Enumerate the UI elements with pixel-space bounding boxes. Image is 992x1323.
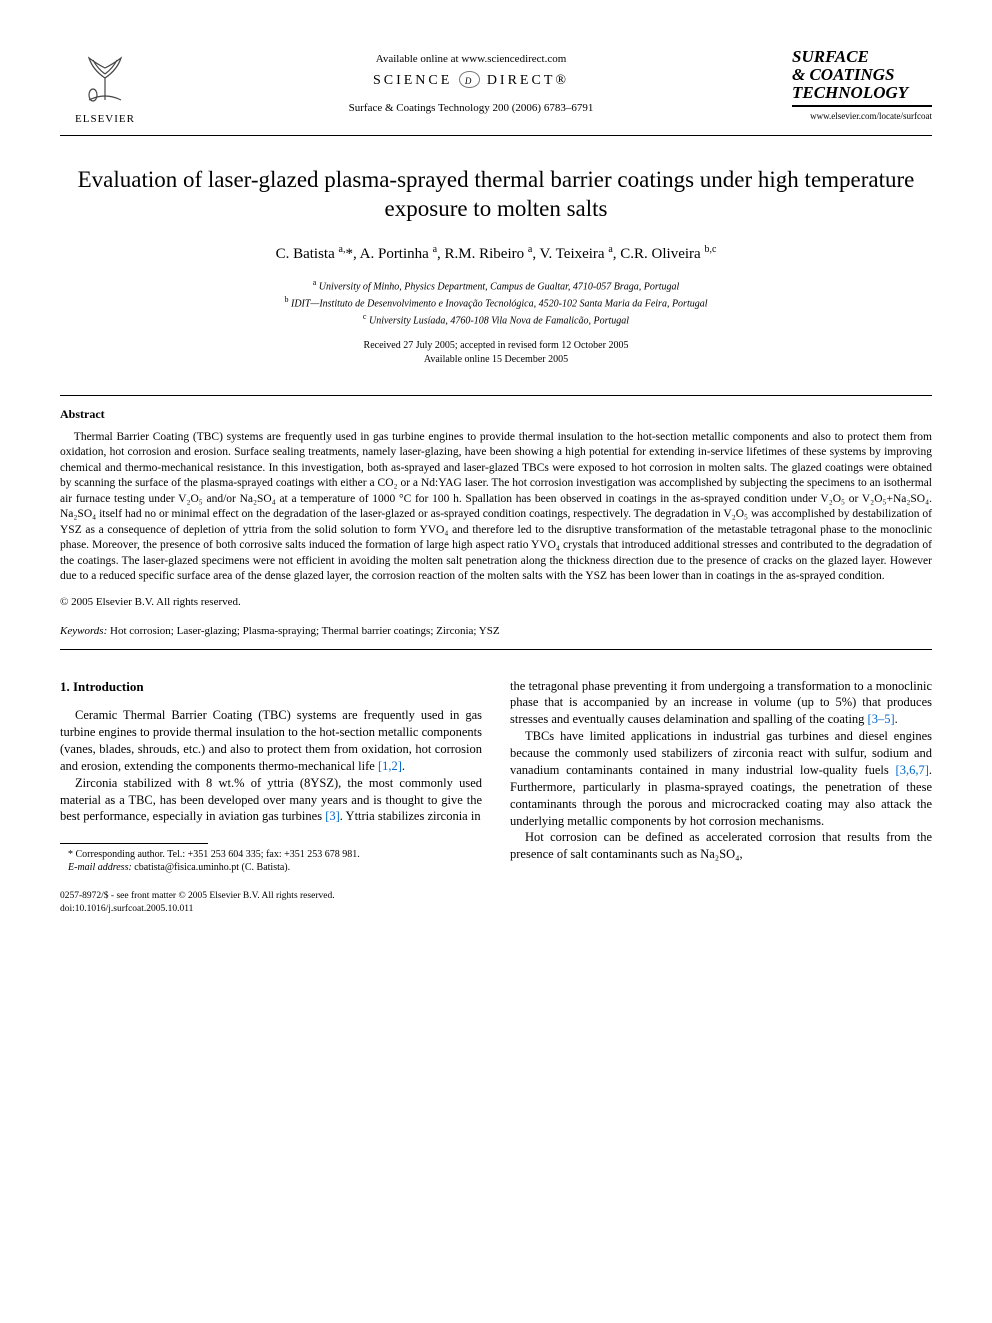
citation-1-2[interactable]: [1,2] <box>378 759 402 773</box>
journal-url: www.elsevier.com/locate/surfcoat <box>792 110 932 122</box>
journal-name-l1: SURFACE <box>792 48 932 66</box>
abstract-bottom-rule <box>60 649 932 650</box>
header-rule <box>60 135 932 136</box>
affiliation-c: c University Lusíada, 4760-108 Vila Nova… <box>60 311 932 328</box>
citation-3-6-7[interactable]: [3,6,7] <box>896 763 929 777</box>
abstract-heading: Abstract <box>60 406 932 422</box>
intro-p4: TBCs have limited applications in indust… <box>510 728 932 829</box>
citation-3[interactable]: [3] <box>325 809 340 823</box>
abstract-top-rule <box>60 395 932 396</box>
received-date: Received 27 July 2005; accepted in revis… <box>60 339 932 353</box>
sciencedirect-logo: SCIENCE d DIRECT® <box>150 71 792 91</box>
sd-word2: DIRECT® <box>487 73 569 88</box>
abstract-copyright: © 2005 Elsevier B.V. All rights reserved… <box>60 595 932 610</box>
footer-line1: 0257-8972/$ - see front matter © 2005 El… <box>60 890 482 902</box>
body-columns: 1. Introduction Ceramic Thermal Barrier … <box>60 678 932 915</box>
footnote-rule <box>60 843 208 844</box>
journal-name-l3: TECHNOLOGY <box>792 84 932 102</box>
corr-line: * Corresponding author. Tel.: +351 253 6… <box>60 848 482 861</box>
keywords-line: Keywords: Hot corrosion; Laser-glazing; … <box>60 624 932 639</box>
available-online-text: Available online at www.sciencedirect.co… <box>150 52 792 67</box>
left-column: 1. Introduction Ceramic Thermal Barrier … <box>60 678 482 915</box>
journal-reference: Surface & Coatings Technology 200 (2006)… <box>150 101 792 116</box>
abstract-body: Thermal Barrier Coating (TBC) systems ar… <box>60 430 932 585</box>
abstract-text: Thermal Barrier Coating (TBC) systems ar… <box>60 430 932 585</box>
online-date: Available online 15 December 2005 <box>60 353 932 367</box>
publisher-logo: ELSEVIER <box>60 48 150 127</box>
keywords-list: Hot corrosion; Laser-glazing; Plasma-spr… <box>110 625 500 637</box>
elsevier-tree-icon <box>60 48 150 110</box>
citation-3-5[interactable]: [3–5] <box>868 712 895 726</box>
journal-logo: SURFACE & COATINGS TECHNOLOGY www.elsevi… <box>792 48 932 122</box>
publisher-name: ELSEVIER <box>60 112 150 127</box>
email-line: E-mail address: cbatista@fisica.uminho.p… <box>60 861 482 874</box>
sd-word1: SCIENCE <box>373 73 452 88</box>
intro-p5: Hot corrosion can be defined as accelera… <box>510 829 932 863</box>
email-address: cbatista@fisica.uminho.pt (C. Batista). <box>134 862 290 873</box>
corresponding-author-footnote: * Corresponding author. Tel.: +351 253 6… <box>60 848 482 874</box>
affiliation-b: b IDIT—Instituto de Desenvolvimento e In… <box>60 294 932 311</box>
journal-name-l2: & COATINGS <box>792 66 932 84</box>
footer-doi: doi:10.1016/j.surfcoat.2005.10.011 <box>60 903 482 915</box>
intro-p1: Ceramic Thermal Barrier Coating (TBC) sy… <box>60 707 482 775</box>
journal-name: SURFACE & COATINGS TECHNOLOGY <box>792 48 932 107</box>
article-title: Evaluation of laser-glazed plasma-spraye… <box>60 166 932 224</box>
footer-bar: 0257-8972/$ - see front matter © 2005 El… <box>60 890 482 915</box>
right-column: the tetragonal phase preventing it from … <box>510 678 932 915</box>
affiliation-a: a University of Minho, Physics Departmen… <box>60 277 932 294</box>
section-1-heading: 1. Introduction <box>60 678 482 696</box>
authors-line: C. Batista a,*, A. Portinha a, R.M. Ribe… <box>60 243 932 264</box>
sd-d-icon: d <box>459 71 481 88</box>
affiliations: a University of Minho, Physics Departmen… <box>60 277 932 329</box>
intro-p3: the tetragonal phase preventing it from … <box>510 678 932 729</box>
intro-p2: Zirconia stabilized with 8 wt.% of yttri… <box>60 775 482 826</box>
email-label: E-mail address: <box>68 862 132 873</box>
header-center: Available online at www.sciencedirect.co… <box>150 48 792 116</box>
article-dates: Received 27 July 2005; accepted in revis… <box>60 339 932 367</box>
page-header: ELSEVIER Available online at www.science… <box>60 48 932 127</box>
keywords-label: Keywords: <box>60 625 107 637</box>
